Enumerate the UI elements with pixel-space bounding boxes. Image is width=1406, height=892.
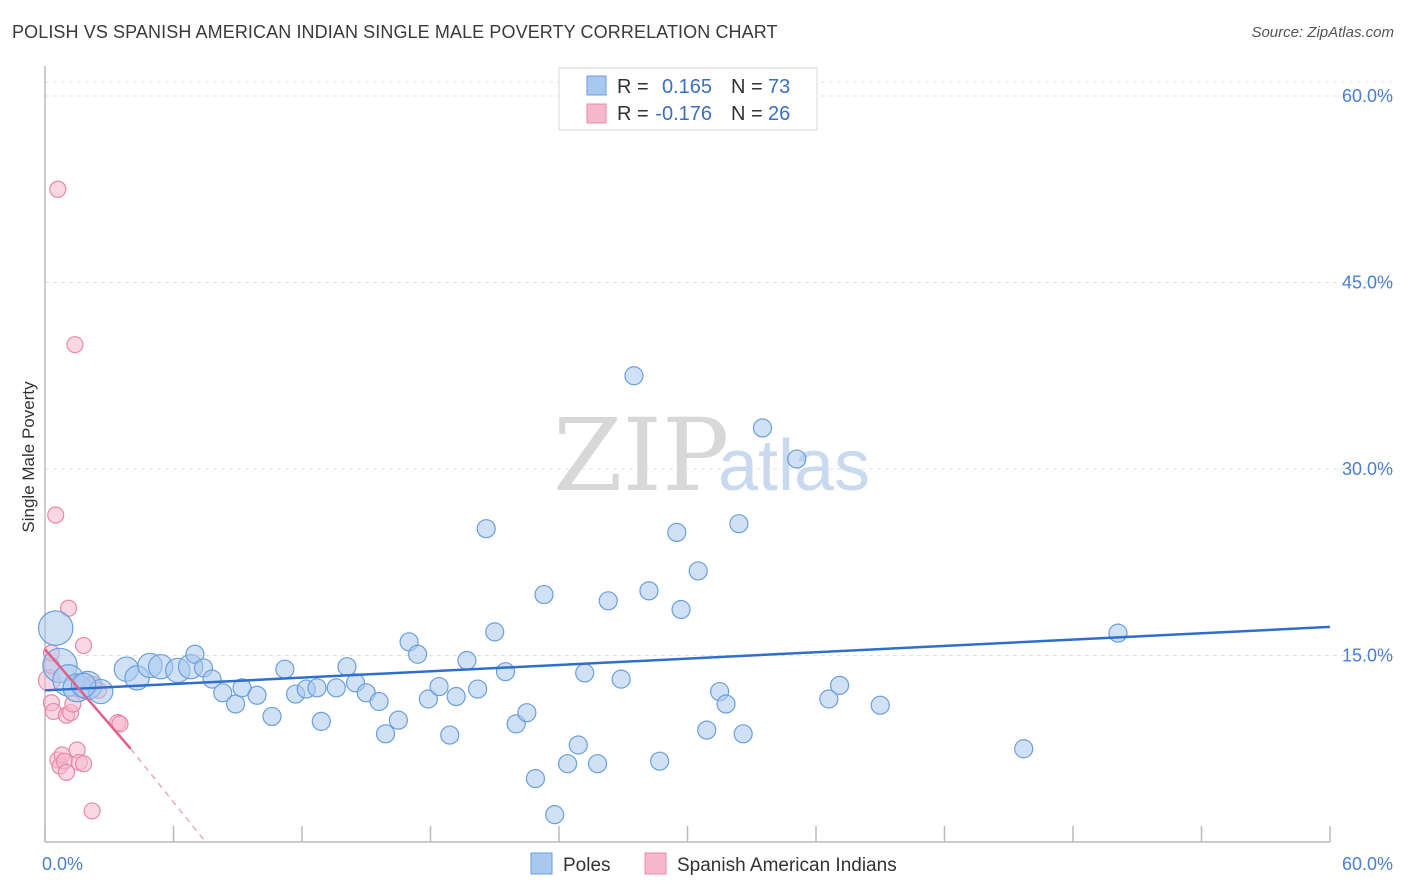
bottom-legend-spanish: Spanish American Indians [677, 855, 897, 876]
y-axis-label: Single Male Poverty [19, 381, 38, 533]
poles-point-30 [375, 724, 396, 744]
poles-point-50 [575, 663, 595, 683]
poles-point-46 [534, 584, 554, 605]
poles-point-53 [611, 669, 631, 689]
axes [44, 66, 1331, 843]
poles-point-70 [1014, 739, 1034, 759]
poles-point-20 [275, 659, 295, 679]
spanish-trend-line [44, 648, 132, 750]
poles-point-72 [70, 672, 97, 699]
legend-n-value-2: 26 [768, 103, 790, 125]
poles-point-25 [326, 678, 346, 698]
bottom-swatch-spanish [644, 852, 667, 875]
poles-point-42 [495, 662, 516, 682]
poles-point-65 [752, 418, 773, 438]
poles-point-14 [202, 669, 222, 689]
legend-r-value-2: -0.176 [655, 103, 712, 125]
legend: R = 0.165 N = 73 R = -0.176 N = 26 [558, 67, 818, 131]
spanish-trend-extension [130, 748, 207, 843]
poles-point-63 [729, 514, 749, 534]
poles-point-57 [667, 522, 687, 543]
poles-point-60 [697, 720, 717, 740]
legend-r-value-1: 0.165 [662, 76, 712, 98]
poles-point-33 [408, 644, 428, 664]
grid-lines [45, 81, 1392, 656]
poles-point-51 [587, 754, 608, 774]
poles-point-41 [485, 622, 505, 642]
poles-point-47 [545, 805, 565, 825]
poles-point-44 [517, 703, 537, 723]
y-tick-label-2: 45.0% [1342, 273, 1393, 293]
legend-swatch-poles [586, 75, 607, 96]
spanish-point-24 [111, 715, 129, 733]
poles-point-35 [429, 676, 449, 697]
legend-n-label-1: N = [731, 76, 763, 98]
poles-point-40 [476, 519, 496, 539]
poles-point-55 [639, 581, 659, 601]
trend-lines [44, 625, 1331, 843]
poles-point-69 [870, 695, 890, 715]
spanish-points [37, 180, 129, 820]
poles-point-49 [568, 735, 588, 755]
spanish-point-4 [47, 506, 65, 524]
x-tick-label-0: 0.0% [42, 854, 83, 874]
x-tick-labels: 0.0% 60.0% [42, 854, 1393, 874]
poles-point-34 [418, 689, 438, 709]
poles-point-39 [468, 679, 488, 699]
poles-point-24 [311, 711, 331, 731]
spanish-point-11 [57, 763, 76, 781]
poles-point-36 [440, 725, 460, 745]
poles-point-68 [829, 675, 850, 695]
spanish-point-5 [49, 180, 67, 198]
legend-n-label-2: N = [731, 103, 763, 125]
y-tick-labels: 15.0% 30.0% 45.0% 60.0% [1342, 86, 1393, 666]
chart-title: POLISH VS SPANISH AMERICAN INDIAN SINGLE… [12, 22, 778, 42]
poles-point-19 [262, 706, 282, 727]
y-tick-label-1: 30.0% [1342, 459, 1393, 479]
poles-point-26 [337, 657, 357, 677]
legend-n-value-1: 73 [768, 76, 790, 98]
x-tick-label-1: 60.0% [1342, 854, 1393, 874]
bottom-legend-poles: Poles [563, 855, 611, 876]
poles-point-48 [557, 754, 578, 774]
watermark-zip: ZIP [553, 397, 729, 514]
poles-point-38 [457, 650, 477, 671]
poles-point-56 [650, 751, 670, 771]
poles-point-37 [446, 686, 466, 707]
poles-point-18 [247, 685, 267, 705]
poles-point-31 [388, 710, 408, 730]
legend-r-label-2: R = [617, 103, 649, 125]
poles-point-15 [213, 683, 233, 703]
poles-point-64 [733, 724, 753, 744]
poles-point-62 [716, 694, 736, 714]
spanish-point-19 [74, 755, 93, 773]
spanish-point-15 [66, 336, 84, 354]
source-label: Source: ZipAtlas.com [1251, 24, 1394, 41]
poles-point-54 [624, 366, 644, 386]
poles-point-16 [226, 694, 246, 714]
poles-point-45 [525, 768, 546, 789]
poles-point-58 [671, 599, 691, 620]
y-tick-label-3: 60.0% [1342, 86, 1393, 106]
legend-r-label-1: R = [617, 76, 649, 98]
poles-point-23 [307, 678, 327, 698]
poles-point-66 [787, 449, 807, 469]
poles-point-12 [185, 644, 205, 664]
bottom-legend: Poles Spanish American Indians [530, 852, 897, 876]
poles-point-0 [37, 610, 74, 646]
poles-trend-line [44, 625, 1331, 692]
spanish-point-18 [74, 636, 93, 655]
spanish-point-21 [83, 802, 101, 820]
poles-point-67 [819, 689, 839, 709]
y-tick-label-0: 15.0% [1342, 646, 1393, 666]
poles-point-59 [688, 561, 708, 581]
poles-point-29 [369, 691, 389, 712]
bottom-swatch-poles [530, 852, 553, 875]
poles-point-52 [598, 591, 618, 611]
legend-swatch-spanish [586, 103, 607, 124]
poles-point-71 [1108, 623, 1128, 643]
